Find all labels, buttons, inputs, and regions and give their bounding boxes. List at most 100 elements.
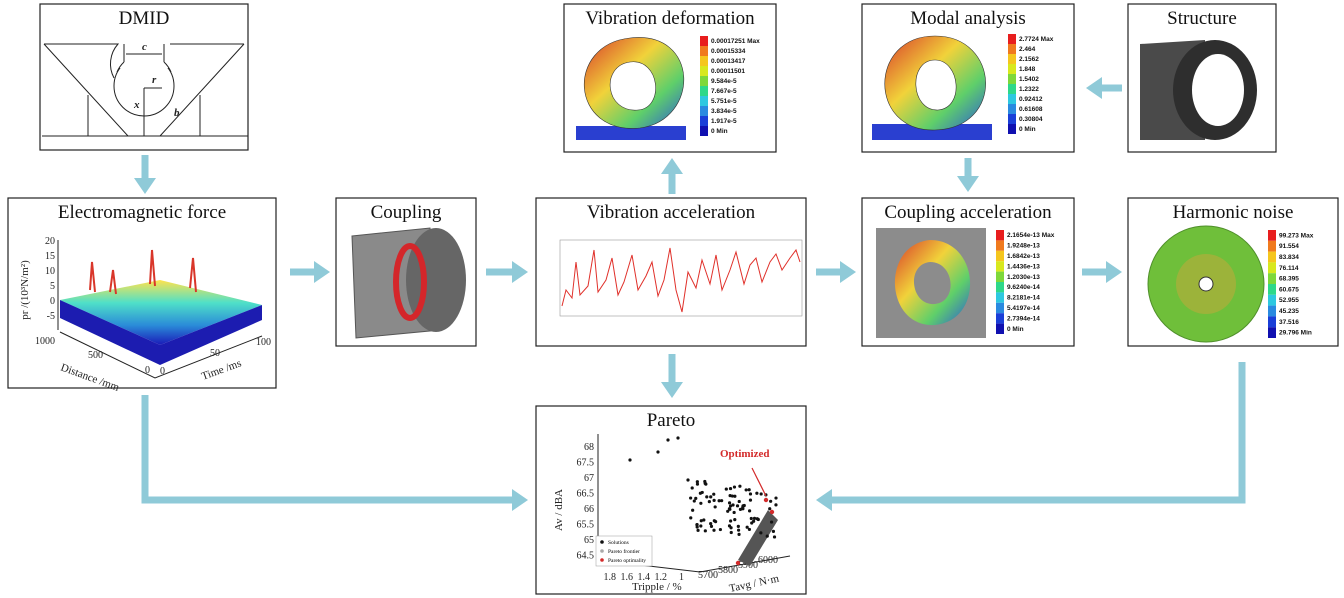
box-title: Harmonic noise: [1173, 202, 1294, 223]
colorbar-label: 9.6240e-14: [1007, 284, 1040, 291]
colorbar-label: 0.00011501: [711, 68, 745, 75]
dim-label: r: [152, 74, 157, 86]
tick-label: 500: [88, 350, 103, 361]
tick-label: 100: [256, 337, 271, 348]
solution-dot: [709, 495, 712, 498]
solution-dot: [729, 519, 732, 522]
colorbar-swatch: [996, 240, 1004, 250]
box-title: Pareto: [647, 410, 696, 431]
solution-dot: [773, 535, 776, 538]
solution-dot: [714, 505, 717, 508]
colorbar-label: 1.848: [1019, 66, 1036, 73]
solution-dot: [752, 520, 755, 523]
solution-dot: [750, 517, 753, 520]
solution-dot: [713, 519, 716, 522]
colorbar-swatch: [1008, 44, 1016, 54]
solution-dot: [691, 509, 694, 512]
colorbar-swatch: [700, 96, 708, 106]
colorbar-swatch: [996, 292, 1004, 302]
tick-label: 1.8: [604, 572, 617, 583]
solution-dot: [689, 496, 692, 499]
colorbar-label: 0 Min: [711, 128, 728, 135]
solution-dot: [749, 498, 752, 501]
arrowhead: [661, 158, 683, 174]
box-title: Coupling acceleration: [884, 202, 1052, 223]
solution-dot: [693, 499, 696, 502]
solution-dot: [699, 502, 702, 505]
legend-marker: [600, 540, 604, 544]
colorbar-swatch: [1268, 306, 1276, 317]
solution-dot: [696, 483, 699, 486]
solution-dot: [695, 523, 698, 526]
solution-dot: [774, 496, 777, 499]
colorbar-label: 60.675: [1279, 286, 1299, 293]
solution-dot: [701, 491, 704, 494]
colorbar-label: 2.1654e-13 Max: [1007, 232, 1055, 239]
arrowhead: [957, 176, 979, 192]
modal-analysis-box: Modal analysis 2.7724 Max2.4642.15621.84…: [862, 4, 1074, 152]
colorbar-swatch: [1268, 273, 1276, 284]
legend-label: Pareto optimality: [608, 558, 646, 564]
colorbar-swatch: [996, 251, 1004, 261]
solution-dot: [737, 533, 740, 536]
solution-dot: [737, 525, 740, 528]
dim-label: x: [133, 99, 140, 111]
solution-dot: [628, 458, 631, 461]
coupling-box: Coupling: [336, 198, 476, 346]
solution-dot: [728, 501, 731, 504]
colorbar-swatch: [1008, 54, 1016, 64]
arrowhead: [1086, 77, 1102, 99]
colorbar-swatch: [1268, 252, 1276, 263]
solution-dot: [700, 519, 703, 522]
solution-dot: [748, 488, 751, 491]
electromagnetic-force-box: Electromagnetic force 20151050-5 pr /(10…: [8, 198, 276, 394]
solution-dot: [772, 530, 775, 533]
arrowhead: [661, 382, 683, 398]
colorbar-swatch: [1268, 316, 1276, 327]
page: Vibration and noise workflow html, body …: [0, 0, 1344, 598]
colorbar-swatch: [700, 86, 708, 96]
tick-label: 0: [50, 296, 55, 307]
solution-dot: [710, 525, 713, 528]
vibration-acceleration-box: Vibration acceleration: [536, 198, 806, 346]
tick-label: 15: [45, 251, 55, 262]
tick-label: 0: [160, 366, 165, 377]
box-title: Vibration deformation: [585, 8, 755, 29]
tick-label: 50: [210, 348, 220, 359]
colorbar-label: 1.917e-5: [711, 118, 737, 125]
colorbar-label: 83.834: [1279, 254, 1299, 261]
solution-dot: [713, 499, 716, 502]
solution-dot: [656, 450, 659, 453]
axis-label: pr /(10³N/m²): [19, 260, 31, 320]
colorbar-label: 1.4436e-13: [1007, 263, 1040, 270]
colorbar-label: 0 Min: [1007, 326, 1024, 333]
colorbar-label: 0.00017251 Max: [711, 38, 760, 45]
box-title: Modal analysis: [910, 8, 1026, 29]
arrowhead: [314, 261, 330, 283]
colorbar-label: 1.5402: [1019, 76, 1039, 83]
tick-label: 5700: [698, 570, 718, 581]
body: { "dmid": {"title": "DMID", "labels": ["…: [0, 0, 1344, 598]
colorbar-swatch: [700, 66, 708, 76]
tick-label: 20: [45, 236, 55, 247]
solution-dot: [770, 520, 773, 523]
colorbar-label: 1.2030e-13: [1007, 274, 1040, 281]
colorbar-label: 2.1562: [1019, 56, 1039, 63]
tick-label: 64.5: [577, 551, 595, 562]
colorbar-label: 0.00013417: [711, 58, 746, 65]
solution-dot: [766, 535, 769, 538]
legend-marker: [600, 549, 604, 553]
arrowhead: [512, 489, 528, 511]
tick-label: 67.5: [577, 458, 595, 469]
arrowhead: [816, 489, 832, 511]
solution-dot: [738, 500, 741, 503]
dim-label: c: [142, 41, 147, 53]
source: [1199, 277, 1213, 291]
optimal-dot: [736, 561, 740, 565]
structure-box: Structure: [1128, 4, 1276, 152]
colorbar-swatch: [1268, 241, 1276, 252]
colorbar-swatch: [1008, 124, 1016, 134]
colorbar-swatch: [1268, 284, 1276, 295]
dim-label: b: [174, 107, 180, 119]
colorbar-swatch: [1008, 34, 1016, 44]
